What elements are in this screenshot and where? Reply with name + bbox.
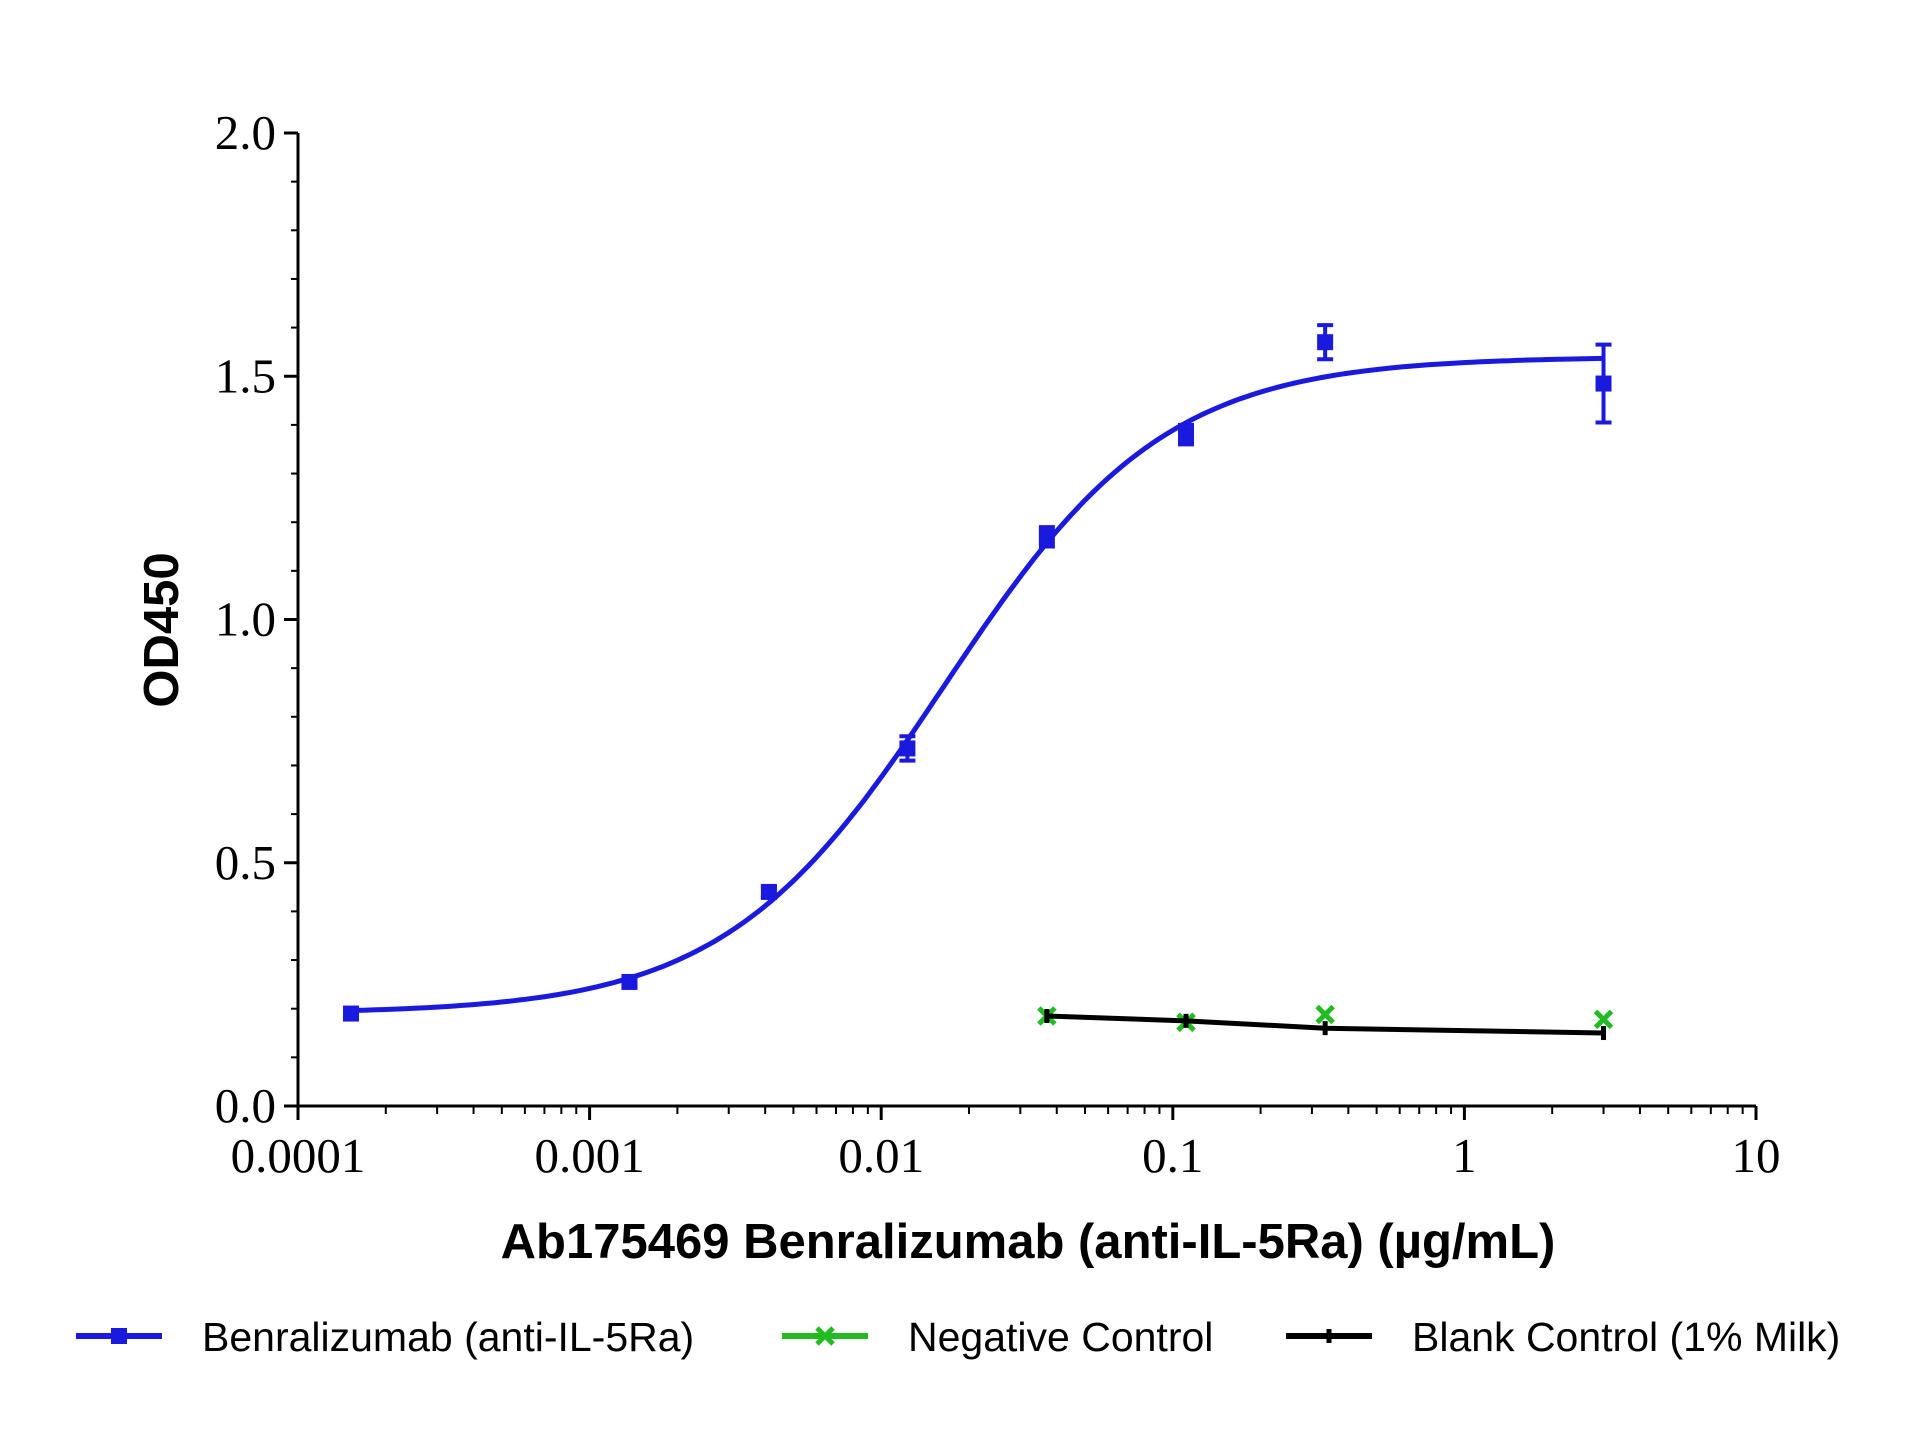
- fit-curve: [350, 355, 1604, 1014]
- series-2: [1044, 1008, 1607, 1041]
- data-point: [760, 883, 777, 900]
- y-axis-title: OD450: [135, 552, 189, 707]
- legend-item-1: Negative Control: [782, 1314, 1213, 1360]
- legend-label: Benralizumab (anti-IL-5Ra): [202, 1314, 694, 1360]
- legend-label: Negative Control: [908, 1314, 1213, 1360]
- x-tick-label: 10: [1732, 1128, 1781, 1183]
- x-axis-title: Ab175469 Benralizumab (anti-IL-5Ra) (µg/…: [501, 1215, 1556, 1269]
- y-tick-label: 1.0: [215, 592, 276, 647]
- data-point: [1178, 426, 1195, 443]
- data-point: [621, 973, 638, 990]
- x-tick-label: 0.001: [534, 1128, 644, 1183]
- legend: Benralizumab (anti-IL-5Ra) Negative Contr…: [76, 1314, 1840, 1360]
- legend-item-2: Blank Control (1% Milk): [1286, 1314, 1840, 1360]
- data-point: [899, 740, 916, 757]
- y-tick-label: 1.5: [215, 348, 276, 403]
- data-point: [1315, 1004, 1335, 1025]
- x-tick-label: 0.1: [1142, 1128, 1203, 1183]
- data-point: [1593, 1009, 1614, 1030]
- axes: 0.0 0.5 1.0 1.5 2.0 0.0001 0.001 0.01 0.1 1 10: [215, 105, 1781, 1183]
- data-point: [1595, 375, 1612, 392]
- legend-label: Blank Control (1% Milk): [1412, 1314, 1840, 1360]
- data-point: [1038, 528, 1055, 545]
- legend-marker: [815, 1326, 835, 1346]
- x-tick-label: 1: [1452, 1128, 1477, 1183]
- series-line: [1046, 1013, 1604, 1036]
- series-0: [343, 323, 1612, 1022]
- y-tick-label: 2.0: [215, 105, 276, 160]
- x-tick-label: 0.0001: [231, 1128, 366, 1183]
- data-point: [343, 1005, 360, 1022]
- y-tick-label: 0.0: [215, 1078, 276, 1133]
- y-tick-label: 0.5: [215, 835, 276, 890]
- legend-item-0: Benralizumab (anti-IL-5Ra): [76, 1314, 694, 1360]
- legend-marker: [111, 1328, 127, 1344]
- x-tick-label: 0.01: [838, 1128, 924, 1183]
- data-point: [1317, 334, 1334, 351]
- plot-area: [343, 323, 1614, 1041]
